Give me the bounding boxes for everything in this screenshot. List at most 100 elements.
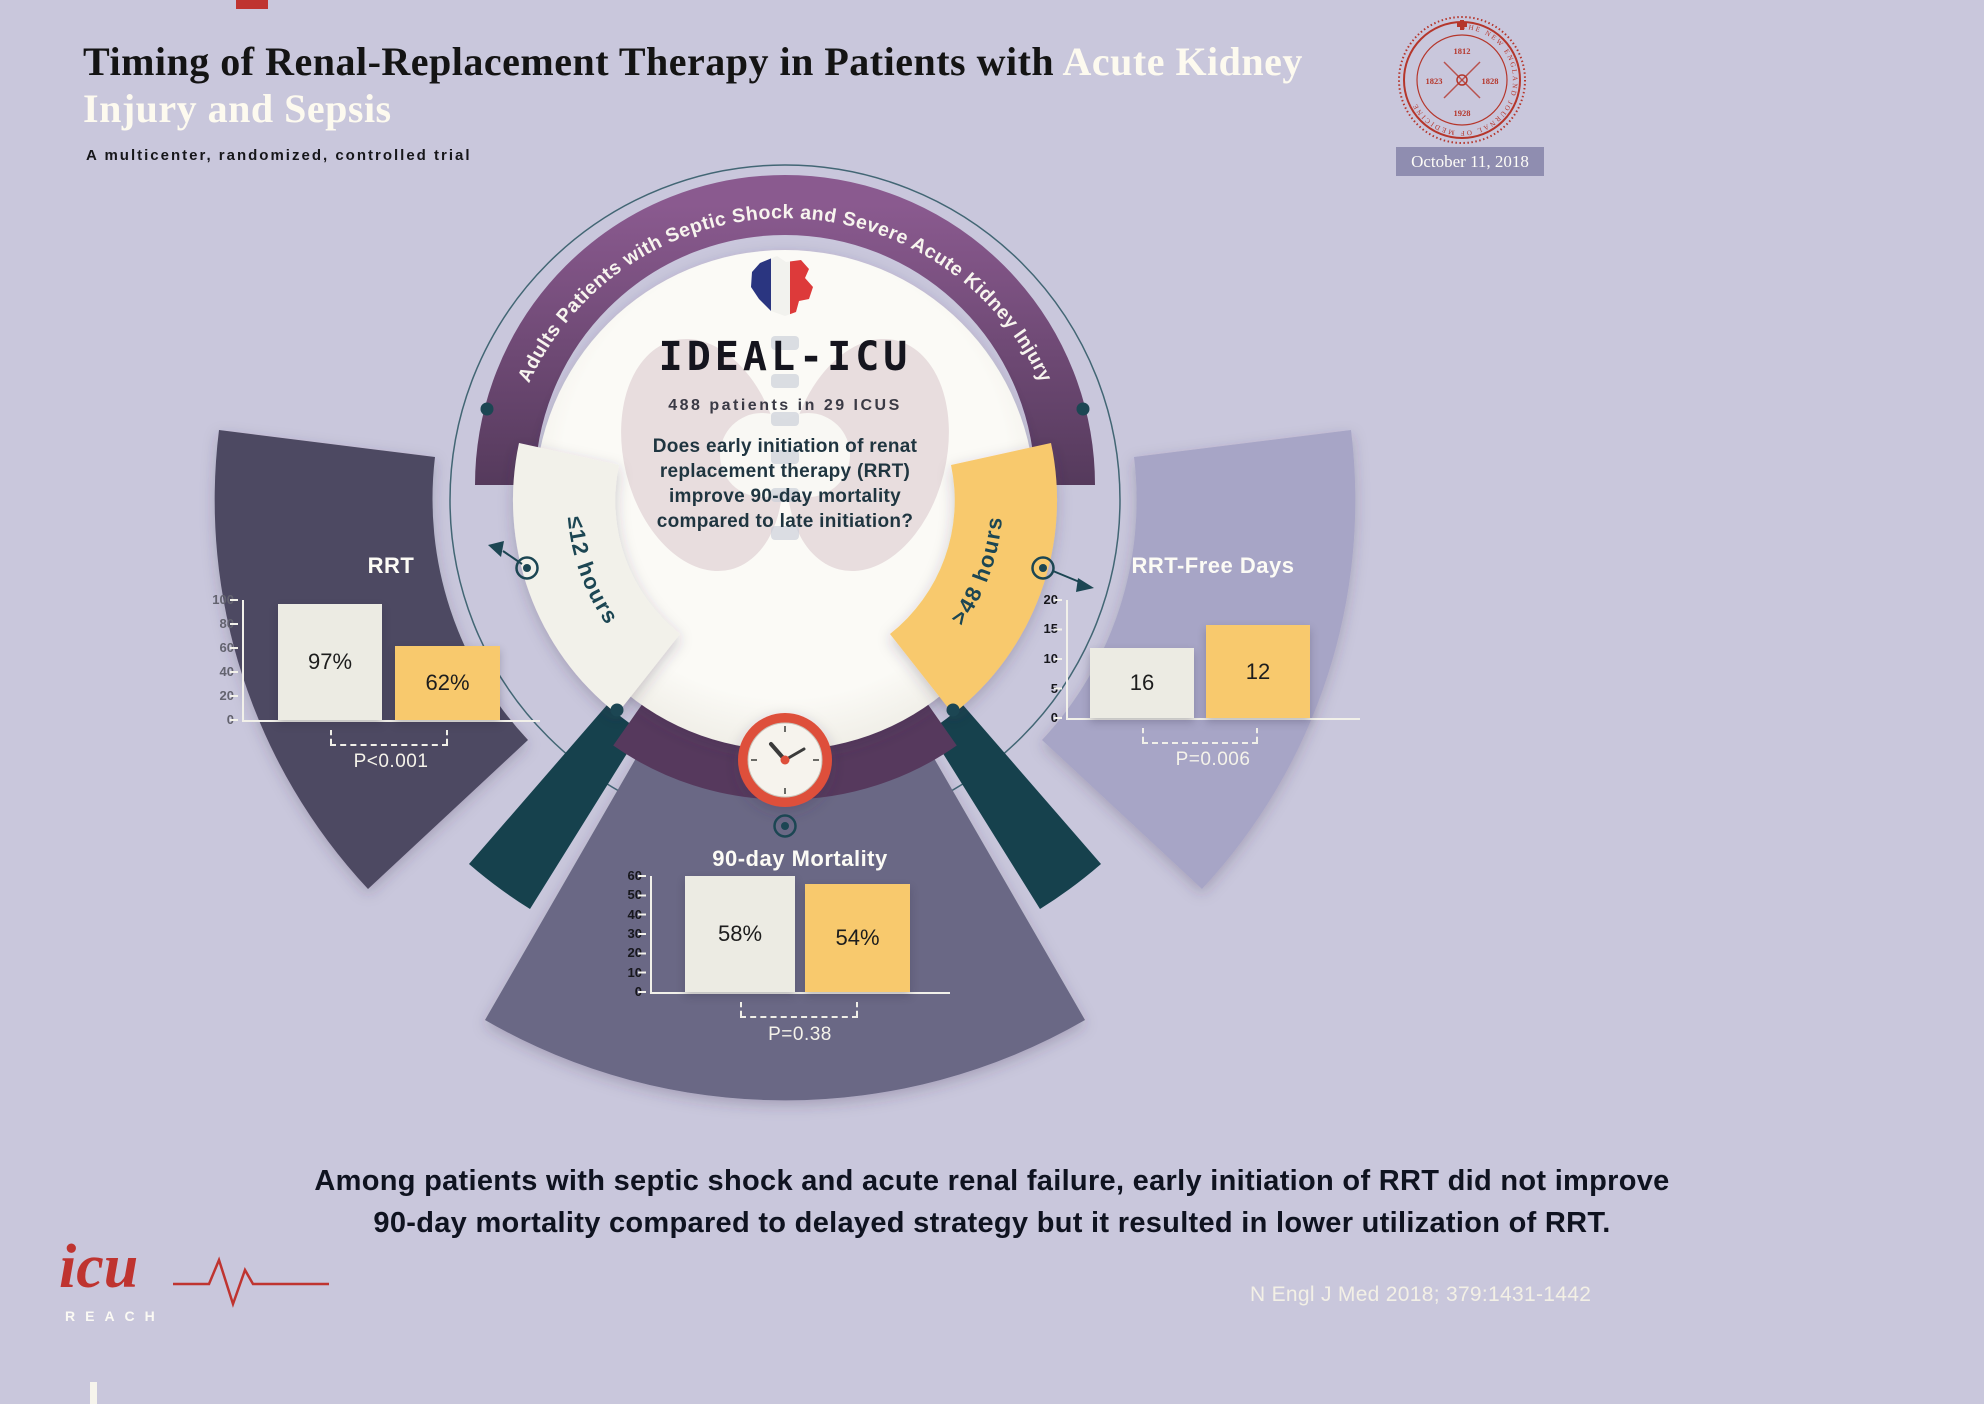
arrow-icon-right — [1076, 578, 1094, 592]
seal-year: 1828 — [1482, 76, 1499, 86]
pvalue-bracket — [330, 744, 448, 746]
p-value: P<0.001 — [353, 751, 429, 772]
logo-reach-text: REACH — [65, 1308, 165, 1324]
panel-rrt-free — [1042, 430, 1356, 889]
bar-value-label: 16 — [1129, 670, 1155, 695]
seal-staff-icon — [1443, 61, 1481, 99]
arrow-line-left — [502, 550, 523, 565]
bar-value-label: 54% — [835, 925, 880, 950]
kidney-right — [787, 338, 949, 572]
pvalue-bracket — [740, 1002, 742, 1016]
p-value: P=0.006 — [1175, 749, 1251, 770]
arrow-line-right — [1052, 570, 1083, 584]
chart-title: RRT-Free Days — [1131, 553, 1295, 578]
chart-title: 90-day Mortality — [712, 846, 888, 871]
y-axis — [1066, 600, 1068, 720]
seal-serrated-ring — [1398, 16, 1526, 144]
bottom-edge-mark — [90, 1382, 97, 1404]
pvalue-bracket — [1142, 742, 1258, 744]
icu-reach-logo: icu REACH — [55, 1232, 335, 1362]
chart-rrt-free-days: RRT-Free Days 20 15 10 5 0 16 12 P=0.006 — [1028, 545, 1378, 785]
y-tick-label: 20 — [219, 688, 234, 703]
y-tick-label: 100 — [212, 592, 234, 607]
title-accent-line2: Injury and Sepsis — [83, 86, 392, 131]
kidneys-illustration — [621, 336, 949, 572]
ring-end-dot — [1076, 402, 1090, 416]
seal-cross-icon — [1457, 23, 1467, 27]
bar-value-label: 12 — [1245, 658, 1271, 684]
study-name: IDEAL-ICU — [659, 334, 912, 380]
title-black-part: Timing of Renal-Replacement Therapy in P… — [83, 39, 1055, 84]
y-tick-label: 0 — [200, 712, 234, 728]
p-value: P=0.38 — [768, 1024, 832, 1045]
pvalue-bracket — [1142, 728, 1144, 742]
y-axis-ticks — [638, 875, 646, 994]
pvalue-bracket — [740, 1016, 858, 1018]
separator-dot — [610, 703, 624, 717]
clock-icon — [738, 713, 832, 807]
target-marker-left-dot — [523, 564, 531, 572]
journal-citation: N Engl J Med 2018; 379:1431-1442 — [1250, 1283, 1592, 1306]
x-axis — [242, 720, 540, 722]
bar-early: 97% — [278, 604, 382, 720]
separator-dot — [946, 703, 960, 717]
spine-icon — [771, 336, 799, 540]
chart-title: RRT — [367, 553, 415, 578]
y-tick-label: 80 — [219, 616, 234, 631]
target-marker-bottom-dot — [781, 822, 789, 830]
study-question-line1: Does early initiation of renat — [653, 436, 918, 457]
x-axis — [650, 992, 950, 994]
seal-year: 1812 — [1454, 46, 1471, 56]
conclusion-text: Among patients with septic shock and acu… — [0, 1160, 1984, 1244]
conclusion-line2: 90-day mortality compared to delayed str… — [373, 1207, 1611, 1239]
pvalue-bracket — [856, 1002, 858, 1016]
bar-value-label: 62% — [425, 670, 470, 695]
y-tick-label: 60 — [219, 640, 234, 655]
panel-separators — [469, 705, 1101, 909]
y-axis-ticks — [230, 599, 238, 722]
date-badge: October 11, 2018 — [1396, 147, 1544, 176]
y-axis — [650, 876, 652, 994]
study-question-line4: compared to late initiation? — [657, 511, 913, 532]
bar-late: 12 — [1206, 625, 1310, 718]
nejm-seal: The New England Journal of Medicine 1812… — [1398, 16, 1526, 144]
kidney-left — [621, 338, 783, 572]
chart-mortality: 90-day Mortality 60 50 40 30 20 10 0 58%… — [610, 840, 990, 1080]
pvalue-bracket — [330, 730, 332, 744]
title-accent-part: Acute Kidney — [1062, 39, 1303, 84]
target-marker-right — [1031, 556, 1055, 580]
subtitle: A multicenter, randomized, controlled tr… — [86, 147, 472, 164]
population-count: 488 patients in 29 ICUS — [668, 397, 902, 414]
target-marker-bottom — [773, 814, 797, 838]
separator-left — [469, 705, 641, 909]
bar-value-label: 97% — [307, 649, 353, 674]
wedge-early — [512, 443, 680, 714]
arrow-icon-left — [488, 541, 504, 557]
seal-inner-ring — [1416, 34, 1508, 126]
kidney-right-notch — [766, 413, 850, 497]
x-axis — [1066, 718, 1360, 720]
seal-year: 1928 — [1454, 108, 1471, 118]
page-title: Timing of Renal-Replacement Therapy in P… — [83, 38, 1383, 132]
heartbeat-icon — [173, 1256, 329, 1308]
logo-icu-text: icu — [59, 1233, 139, 1301]
conclusion-line1: Among patients with septic shock and acu… — [314, 1165, 1670, 1197]
target-marker-left — [515, 556, 539, 580]
connector-decorations — [480, 402, 1094, 838]
pvalue-bracket — [1256, 728, 1258, 742]
bar-value-label: 58% — [717, 921, 763, 946]
chart-rrt: RRT 100 80 60 40 20 0 97% 62% P<0.001 — [200, 545, 550, 785]
population-ring — [475, 175, 1095, 486]
study-question-line3: improve 90-day mortality — [669, 486, 901, 507]
bar-early: 16 — [1090, 648, 1194, 718]
top-red-mark — [236, 0, 268, 9]
wedge-late — [890, 443, 1058, 714]
y-tick-label: 40 — [219, 664, 234, 679]
bar-late: 62% — [395, 646, 500, 720]
study-question-line2: replacement therapy (RRT) — [660, 461, 910, 482]
bar-late: 54% — [805, 884, 910, 992]
seal-center-emblem — [1456, 74, 1468, 86]
target-marker-right-dot — [1039, 564, 1047, 572]
y-axis — [242, 600, 244, 721]
